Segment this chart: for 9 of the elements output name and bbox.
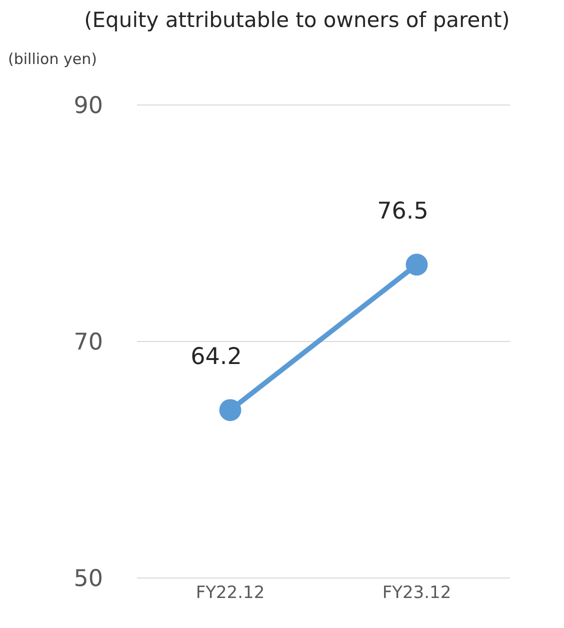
chart-title: (Equity attributable to owners of parent) — [83, 8, 511, 32]
data-label: 64.2 — [190, 344, 242, 370]
y-axis-title: (billion yen) — [8, 50, 97, 68]
x-tick-label: FY22.12 — [196, 583, 265, 604]
y-tick-label: 50 — [74, 566, 103, 592]
data-label: 76.5 — [377, 198, 428, 225]
y-tick-label: 70 — [74, 330, 103, 356]
y-tick-label: 90 — [74, 93, 103, 120]
x-tick-label: FY23.12 — [382, 583, 452, 604]
